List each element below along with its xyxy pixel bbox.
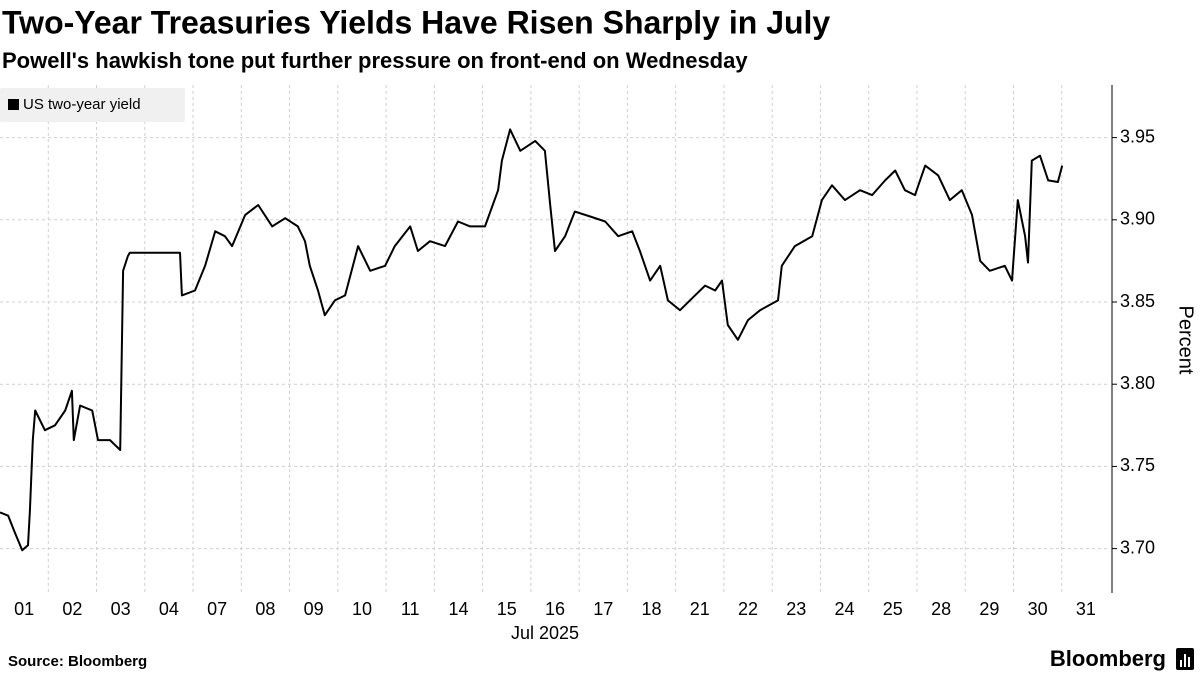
y-axis-label: Percent	[1175, 306, 1197, 375]
y-tick-label: 3.75	[1120, 455, 1155, 475]
legend-label: US two-year yield	[23, 96, 141, 113]
chart-subtitle: Powell's hawkish tone put further pressu…	[2, 48, 748, 73]
x-tick-label: 25	[883, 599, 903, 619]
x-tick-label: 30	[1028, 599, 1048, 619]
brand-icon	[1176, 648, 1194, 670]
x-tick-label: 04	[159, 599, 179, 619]
y-tick-label: 3.80	[1120, 373, 1155, 393]
chart-title: Two-Year Treasuries Yields Have Risen Sh…	[2, 4, 830, 40]
x-tick-label: 07	[207, 599, 227, 619]
x-tick-label: 08	[255, 599, 275, 619]
x-tick-label: 22	[738, 599, 758, 619]
x-tick-label: 24	[835, 599, 855, 619]
x-tick-label: 15	[497, 599, 517, 619]
x-tick-label: 10	[352, 599, 372, 619]
x-tick-label: 11	[401, 599, 420, 619]
y-tick-label: 3.95	[1120, 126, 1155, 146]
x-tick-label: 23	[786, 599, 806, 619]
x-tick-label: 16	[545, 599, 565, 619]
x-tick-label: 02	[62, 599, 82, 619]
y-tick-label: 3.90	[1120, 209, 1155, 229]
x-tick-label: 01	[14, 599, 34, 619]
brand: Bloomberg	[1050, 646, 1166, 671]
x-tick-label: 17	[593, 599, 613, 619]
source: Source: Bloomberg	[8, 653, 147, 670]
y-tick-label: 3.70	[1120, 537, 1155, 557]
x-tick-label: 29	[979, 599, 999, 619]
x-tick-label: 21	[690, 599, 710, 619]
legend-box	[0, 88, 185, 122]
x-tick-label: 09	[304, 599, 324, 619]
x-tick-label: 28	[931, 599, 951, 619]
x-tick-label: 03	[111, 599, 131, 619]
x-tick-label: 14	[448, 599, 468, 619]
y-tick-label: 3.85	[1120, 291, 1155, 311]
legend: US two-year yield	[0, 88, 185, 122]
x-axis-label: Jul 2025	[511, 623, 579, 643]
x-tick-label: 18	[642, 599, 662, 619]
x-tick-label: 31	[1076, 599, 1096, 619]
legend-swatch	[8, 99, 19, 110]
line-series	[0, 128, 1064, 552]
